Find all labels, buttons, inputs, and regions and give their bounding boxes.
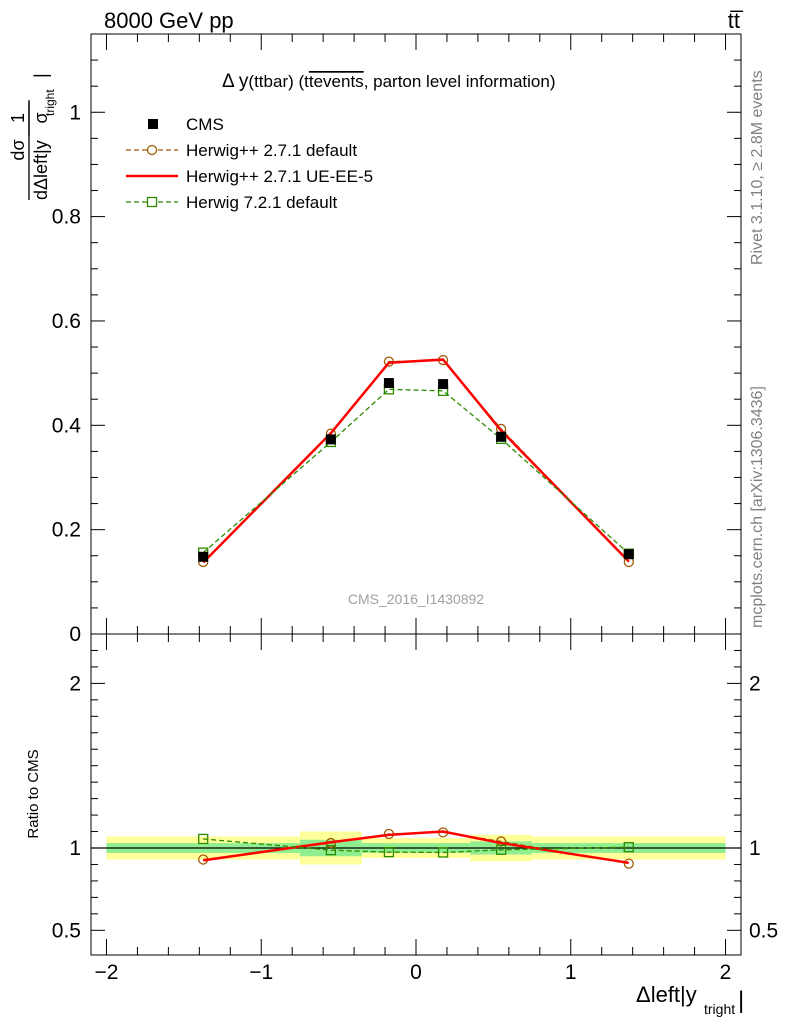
ratio-herwig-7-2-1-default-point <box>495 844 507 855</box>
legend-marker-cms <box>148 119 158 129</box>
y-tick-label: 0.4 <box>52 414 82 437</box>
ratio-y-tick-label-right: 2 <box>749 672 761 695</box>
title-main: (ttbar) (t <box>248 72 309 91</box>
y-tick-label: 0 <box>69 623 81 646</box>
ratio-herwig-7-2-1-default-point <box>325 844 337 856</box>
header-energy-label: 8000 GeV pp <box>104 8 234 33</box>
legend-label-herwig-2-7-1-default: Herwig++ 2.7.1 default <box>186 141 357 160</box>
title-overlined: tevents <box>309 72 364 91</box>
cms-data-point <box>325 434 336 445</box>
ylabel-denominator: dΔleft|y <box>31 140 51 200</box>
ratio-herwig-7-2-1-default-point <box>383 846 395 858</box>
legend-marker-herwig-7-2-1-default <box>146 196 158 208</box>
x-axis-label: Δleft|y <box>636 982 697 1007</box>
ylabel-dsigma: dσ <box>8 139 28 160</box>
main-panel: 0 0.2 0.4 0.6 0.8 1 <box>52 33 742 646</box>
analysis-watermark: CMS_2016_I1430892 <box>348 591 484 607</box>
y-tick-label: 0.8 <box>52 206 81 229</box>
legend-marker-herwig-2-7-1-default <box>146 144 158 156</box>
main-herwig-2-7-1-ue-ee-5-line <box>202 358 630 564</box>
ylabel-subscript: tright <box>43 89 57 116</box>
title-suffix: , parton level information) <box>364 72 556 91</box>
ratio-y-tick-label: 1 <box>69 837 81 860</box>
x-tick-label: 1 <box>565 961 577 984</box>
y-tick-label: 0.6 <box>52 310 81 333</box>
main-herwig-7-2-1-default-line <box>202 388 630 555</box>
cms-data-point <box>623 549 634 560</box>
cms-data-point <box>496 431 507 442</box>
cms-data-point <box>438 379 449 390</box>
mcplots-label: mcplots.cern.ch [arXiv:1306.3436] <box>749 386 766 628</box>
ylabel-closing-bar: | <box>31 73 51 78</box>
ylabel-sigma: σ <box>31 112 51 123</box>
legend-label-herwig-2-7-1-ue-ee-5: Herwig++ 2.7.1 UE-EE-5 <box>186 167 373 186</box>
x-tick-label: −2 <box>94 961 118 984</box>
main-plot-title: Δ y(ttbar) (ttevents, parton level infor… <box>222 71 556 92</box>
cms-data-point <box>383 378 394 389</box>
legend-label-herwig-7-2-1-default: Herwig 7.2.1 default <box>186 193 337 212</box>
ratio-y-tick-label: 0.5 <box>52 919 81 942</box>
ratio-herwig-7-2-1-default-point <box>437 847 449 858</box>
ratio-y-tick-label-right: 1 <box>749 837 761 860</box>
y-tick-label: 0.2 <box>52 519 81 542</box>
ratio-herwig-7-2-1-default-point <box>623 842 634 853</box>
ratio-herwig-7-2-1-default-point <box>198 833 209 845</box>
x-tick-label: 0 <box>410 961 422 984</box>
ylabel-fraction-1: 1 <box>8 113 28 123</box>
ratio-frame <box>90 633 742 956</box>
legend: CMS Herwig++ 2.7.1 default Herwig++ 2.7.1 … <box>126 115 373 212</box>
legend-label-cms: CMS <box>186 115 224 134</box>
main-y-axis-label: 1 σ dσ dΔleft|y tright | <box>8 73 57 200</box>
x-tick-label: 2 <box>720 961 732 984</box>
x-tick-label: −1 <box>249 961 273 984</box>
xlabel-main: Δleft|y <box>636 982 697 1007</box>
y-tick-label: 1 <box>69 101 81 124</box>
ratio-y-tick-label: 2 <box>69 672 81 695</box>
x-axis-label-subscript: tright <box>704 1001 735 1017</box>
ratio-y-tick-label-right: 0.5 <box>749 919 778 942</box>
ratio-y-axis-label: Ratio to CMS <box>25 749 42 838</box>
ratio-herwig-7-2-1-default-line <box>203 838 629 854</box>
x-axis-label-closing-bar: | <box>738 987 744 1014</box>
rivet-version-label: Rivet 3.1.10, ≥ 2.8M events <box>749 70 766 265</box>
title-prefix: Δ y <box>222 71 249 92</box>
header-process-label: tt̅ <box>728 8 744 33</box>
ratio-herwig-2-7-1-default-point <box>623 858 634 869</box>
ratio-herwig-2-7-1-ue-ee-5-line <box>203 830 629 865</box>
ratio-panel: 0.5 0.5 1 1 2 2 −2 −1 0 1 2 <box>52 34 778 984</box>
cms-data-point <box>198 551 209 562</box>
